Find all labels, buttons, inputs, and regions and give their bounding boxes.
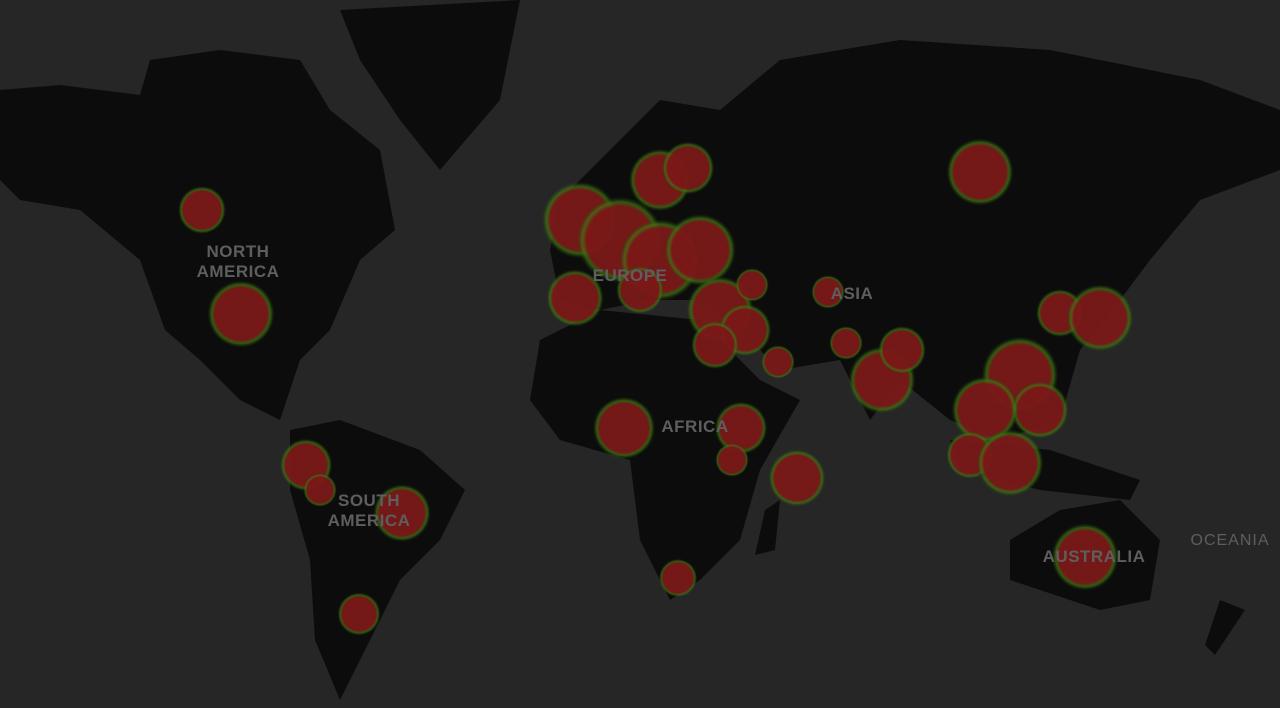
heat-hotspot <box>735 268 769 302</box>
heat-hotspot <box>592 396 656 460</box>
heat-hotspot <box>1066 284 1134 352</box>
heat-hotspot <box>658 558 698 598</box>
heat-hotspot <box>768 449 826 507</box>
africa <box>530 310 800 600</box>
heat-hotspot <box>616 266 664 314</box>
label-oceania: OCEANIA <box>1190 532 1270 549</box>
label-africa: AFRICA <box>661 417 729 436</box>
heat-hotspot <box>546 269 604 327</box>
heat-hotspot <box>303 473 337 507</box>
eurasia <box>550 40 1280 440</box>
heat-hotspot <box>1011 381 1069 439</box>
north-america <box>0 50 395 420</box>
label-europe: EUROPE <box>592 266 668 285</box>
heat-hotspot <box>829 326 863 360</box>
heat-hotspot <box>976 429 1044 497</box>
heatmap-layer <box>178 138 1134 636</box>
heat-hotspot <box>373 484 431 542</box>
heat-hotspot <box>661 141 715 195</box>
heat-hotspot <box>761 345 795 379</box>
heat-hotspot <box>1051 523 1119 591</box>
label-australia: AUSTRALIA <box>1042 547 1146 566</box>
label-north-america: NORTH AMERICA <box>196 242 280 281</box>
madagascar <box>755 500 780 555</box>
heat-hotspot <box>664 214 736 286</box>
greenland <box>340 0 520 170</box>
heat-hotspot <box>337 592 381 636</box>
new-zealand <box>1205 600 1245 655</box>
heat-hotspot <box>691 321 739 369</box>
heat-hotspot <box>878 326 926 374</box>
label-asia: ASIA <box>830 284 874 303</box>
heat-hotspot <box>946 138 1014 206</box>
heat-hotspot <box>207 280 275 348</box>
heat-hotspot <box>714 401 768 455</box>
heat-hotspot <box>951 376 1019 444</box>
heat-hotspot <box>715 443 749 477</box>
heat-hotspot <box>178 186 226 234</box>
label-south-america: SOUTH AMERICA <box>327 491 411 530</box>
heat-hotspot <box>811 275 845 309</box>
